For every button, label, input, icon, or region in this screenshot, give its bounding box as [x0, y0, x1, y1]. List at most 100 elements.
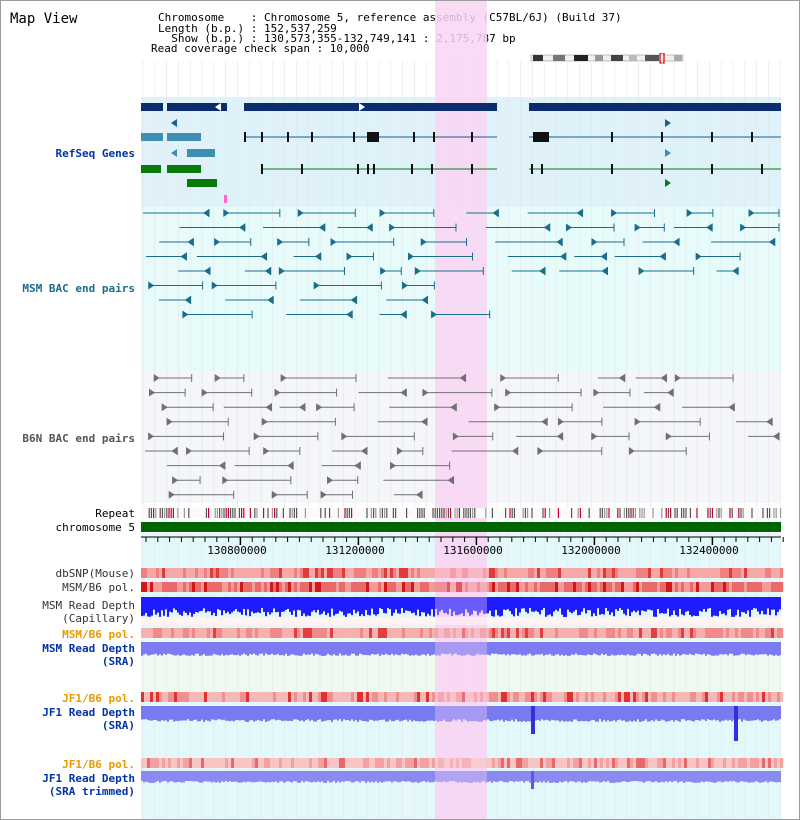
msm-depth-sra-bar [335, 642, 337, 656]
chromosome-ideogram[interactable] [529, 53, 689, 65]
msm-depth-sra-bar [677, 642, 679, 654]
msm-b6-pol-2-cell [366, 628, 370, 638]
strand-arrow [327, 476, 334, 485]
dbsnp-cell [372, 568, 376, 578]
msm-depth-cap-bar [575, 597, 577, 610]
repeat-element [419, 508, 421, 518]
repeat-element [606, 508, 608, 518]
msm-b6-pol-cell [141, 582, 145, 592]
msm-b6-pol-cell [582, 582, 586, 592]
dbsnp-cell [276, 568, 280, 578]
jf1-depth-trim-bar [777, 771, 779, 783]
jf1-b6-pol-cell [648, 692, 652, 702]
dbsnp-cell [621, 568, 625, 578]
jf1-depth-sra-bar [447, 706, 449, 722]
jf1-depth-trim-bar [399, 771, 401, 783]
jf1-depth-trim-bar [367, 771, 369, 782]
msm-depth-sra-bar [403, 642, 405, 655]
jf1-b6-pol-cell [555, 692, 559, 702]
jf1-b6-pol-2-cell [687, 758, 691, 768]
msm-b6-pol-cell [378, 582, 382, 592]
msm-b6-pol-2-cell [363, 628, 367, 638]
jf1-depth-trim-bar [313, 771, 315, 782]
msm-b6-pol-2-cell [522, 628, 526, 638]
msm-depth-sra-bar [681, 642, 683, 655]
repeat-element [579, 508, 581, 518]
jf1-depth-trim-bar [385, 771, 387, 782]
jf1-b6-pol-2-cell [561, 758, 565, 768]
msm-depth-cap-bar [649, 597, 651, 610]
jf1-b6-pol-2-cell [249, 758, 253, 768]
repeat-element [445, 508, 447, 518]
msm-depth-sra-bar [401, 642, 403, 654]
msm-depth-sra-bar [173, 642, 175, 656]
jf1-b6-pol-cell [267, 692, 271, 702]
msm-b6-pol-2-cell [228, 628, 232, 638]
dbsnp-cell [711, 568, 715, 578]
jf1-depth-sra-bar [351, 706, 353, 720]
dbsnp-cell [192, 568, 196, 578]
jf1-depth-trim-bar [697, 771, 699, 783]
repeat-element [716, 508, 718, 518]
msm-b6-pol-cell [717, 582, 721, 592]
jf1-depth-sra-bar [719, 706, 721, 722]
msm-b6-pol-2-cell [729, 628, 733, 638]
msm-depth-sra-bar [679, 642, 681, 656]
msm-b6-pol-2-cell [324, 628, 328, 638]
msm-b6-pol-2-cell [204, 628, 208, 638]
jf1-depth-trim-bar [485, 771, 487, 783]
repeat-element [223, 508, 225, 518]
msm-b6-pol-cell [231, 582, 235, 592]
jf1-depth-trim-bar [387, 771, 389, 782]
jf1-b6-pol-2-cell [480, 758, 484, 768]
jf1-b6-pol-cell [378, 692, 382, 702]
jf1-b6-pol-2-cell [444, 758, 448, 768]
dbsnp-cell [471, 568, 475, 578]
jf1-b6-pol-2-cell [657, 758, 661, 768]
msm-depth-sra-bar [561, 642, 563, 655]
msm-b6-pol-2-cell [183, 628, 187, 638]
jf1-depth-trim-bar [755, 771, 757, 782]
jf1-depth-sra-bar [517, 706, 519, 722]
msm-depth-sra-bar [195, 642, 197, 654]
jf1-depth-trim-bar [283, 771, 285, 783]
msm-depth-cap-bar [761, 597, 763, 611]
msm-depth-cap-bar [227, 597, 229, 612]
jf1-b6-pol-cell [468, 692, 472, 702]
jf1-b6-pol-cell [474, 692, 478, 702]
msm-b6-pol-cell [438, 582, 442, 592]
jf1-depth-sra-bar [207, 706, 209, 721]
msm-b6-pol-2-cell [336, 628, 340, 638]
header-length: Length (b.p.) : 152,537,259 [158, 22, 337, 35]
jf1-depth-sra-bar [359, 706, 361, 720]
jf1-b6-pol-2-cell [261, 758, 265, 768]
jf1-depth-sra-bar [223, 706, 225, 720]
track-label-msm-bac[interactable]: MSM BAC end pairs [22, 282, 135, 295]
jf1-depth-trim-bar [415, 771, 417, 782]
track-label-refseq[interactable]: RefSeq Genes [55, 147, 135, 160]
dbsnp-cell [669, 568, 673, 578]
jf1-b6-pol-2-cell [555, 758, 559, 768]
msm-depth-sra-bar [221, 642, 223, 655]
msm-depth-cap-bar [189, 597, 191, 613]
repeat-element [472, 508, 474, 518]
jf1-depth-trim-bar [639, 771, 641, 782]
jf1-b6-pol-2-cell [540, 758, 544, 768]
jf1-b6-pol-2-cell [765, 758, 769, 768]
exon [411, 164, 413, 174]
jf1-b6-pol-2-cell [615, 758, 619, 768]
jf1-b6-pol-cell [729, 692, 733, 702]
msm-depth-sra-bar [657, 642, 659, 656]
msm-b6-pol-cell [675, 582, 679, 592]
jf1-b6-pol-2-cell [618, 758, 622, 768]
msm-depth-cap-bar [559, 597, 561, 609]
jf1-depth-trim-bar [213, 771, 215, 782]
jf1-depth-trim-bar [205, 771, 207, 782]
jf1-depth-trim-bar [327, 771, 329, 781]
track-label-b6n-bac[interactable]: B6N BAC end pairs [22, 432, 135, 445]
jf1-depth-sra-bar [711, 706, 713, 721]
msm-b6-pol-2-cell [453, 628, 457, 638]
msm-depth-cap-bar [377, 597, 379, 615]
strand-arrow [223, 209, 230, 217]
